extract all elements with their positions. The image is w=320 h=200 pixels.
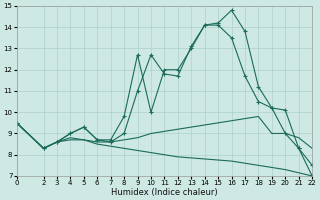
X-axis label: Humidex (Indice chaleur): Humidex (Indice chaleur): [111, 188, 218, 197]
